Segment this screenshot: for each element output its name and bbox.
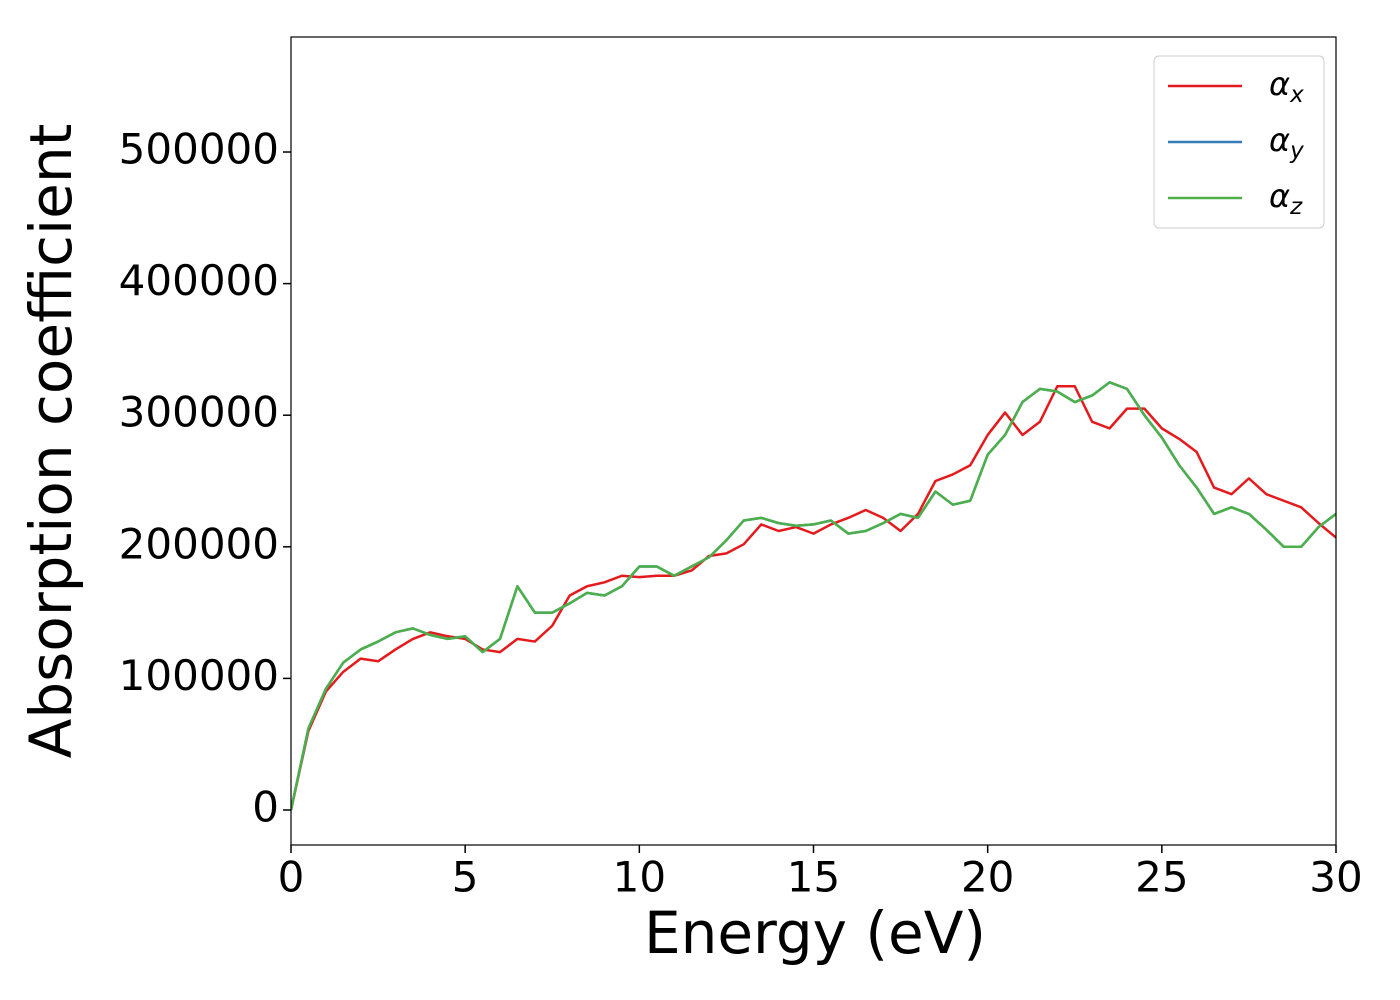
y-tick-label: 300000: [119, 388, 279, 437]
x-tick-label: 0: [278, 853, 305, 902]
y-tick-label: 500000: [119, 125, 279, 174]
plot-frame: [290, 36, 1337, 846]
x-tick-label: 20: [961, 853, 1014, 902]
x-tick-label: 10: [613, 853, 666, 902]
series-line: [291, 385, 1336, 811]
series-line: [291, 381, 1336, 811]
x-axis-label: Energy (eV): [644, 899, 986, 967]
x-tick-label: 15: [787, 853, 840, 902]
y-tick-label: 100000: [119, 651, 279, 700]
legend-label: αy: [1269, 121, 1304, 164]
legend: αx αy αz: [1153, 55, 1325, 229]
plot-lines: [291, 381, 1336, 811]
x-tick-label: 25: [1135, 853, 1188, 902]
y-axis-label: Absorption coefficient: [17, 124, 85, 759]
x-tick-label: 5: [452, 853, 479, 902]
x-tick-label: 30: [1309, 853, 1362, 902]
series-line: [291, 381, 1336, 811]
y-tick-label: 0: [252, 782, 279, 831]
legend-label: αx: [1269, 65, 1304, 108]
y-tick-label: 200000: [119, 519, 279, 568]
legend-label: αz: [1269, 177, 1303, 220]
y-tick-label: 400000: [119, 256, 279, 305]
